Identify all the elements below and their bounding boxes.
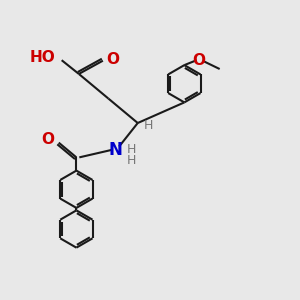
Text: O: O — [41, 132, 54, 147]
Text: HO: HO — [30, 50, 56, 65]
Text: O: O — [193, 53, 206, 68]
Text: N: N — [109, 141, 123, 159]
Text: H: H — [144, 119, 154, 132]
Text: O: O — [106, 52, 119, 67]
Text: H: H — [126, 154, 136, 167]
Text: H: H — [126, 143, 136, 157]
